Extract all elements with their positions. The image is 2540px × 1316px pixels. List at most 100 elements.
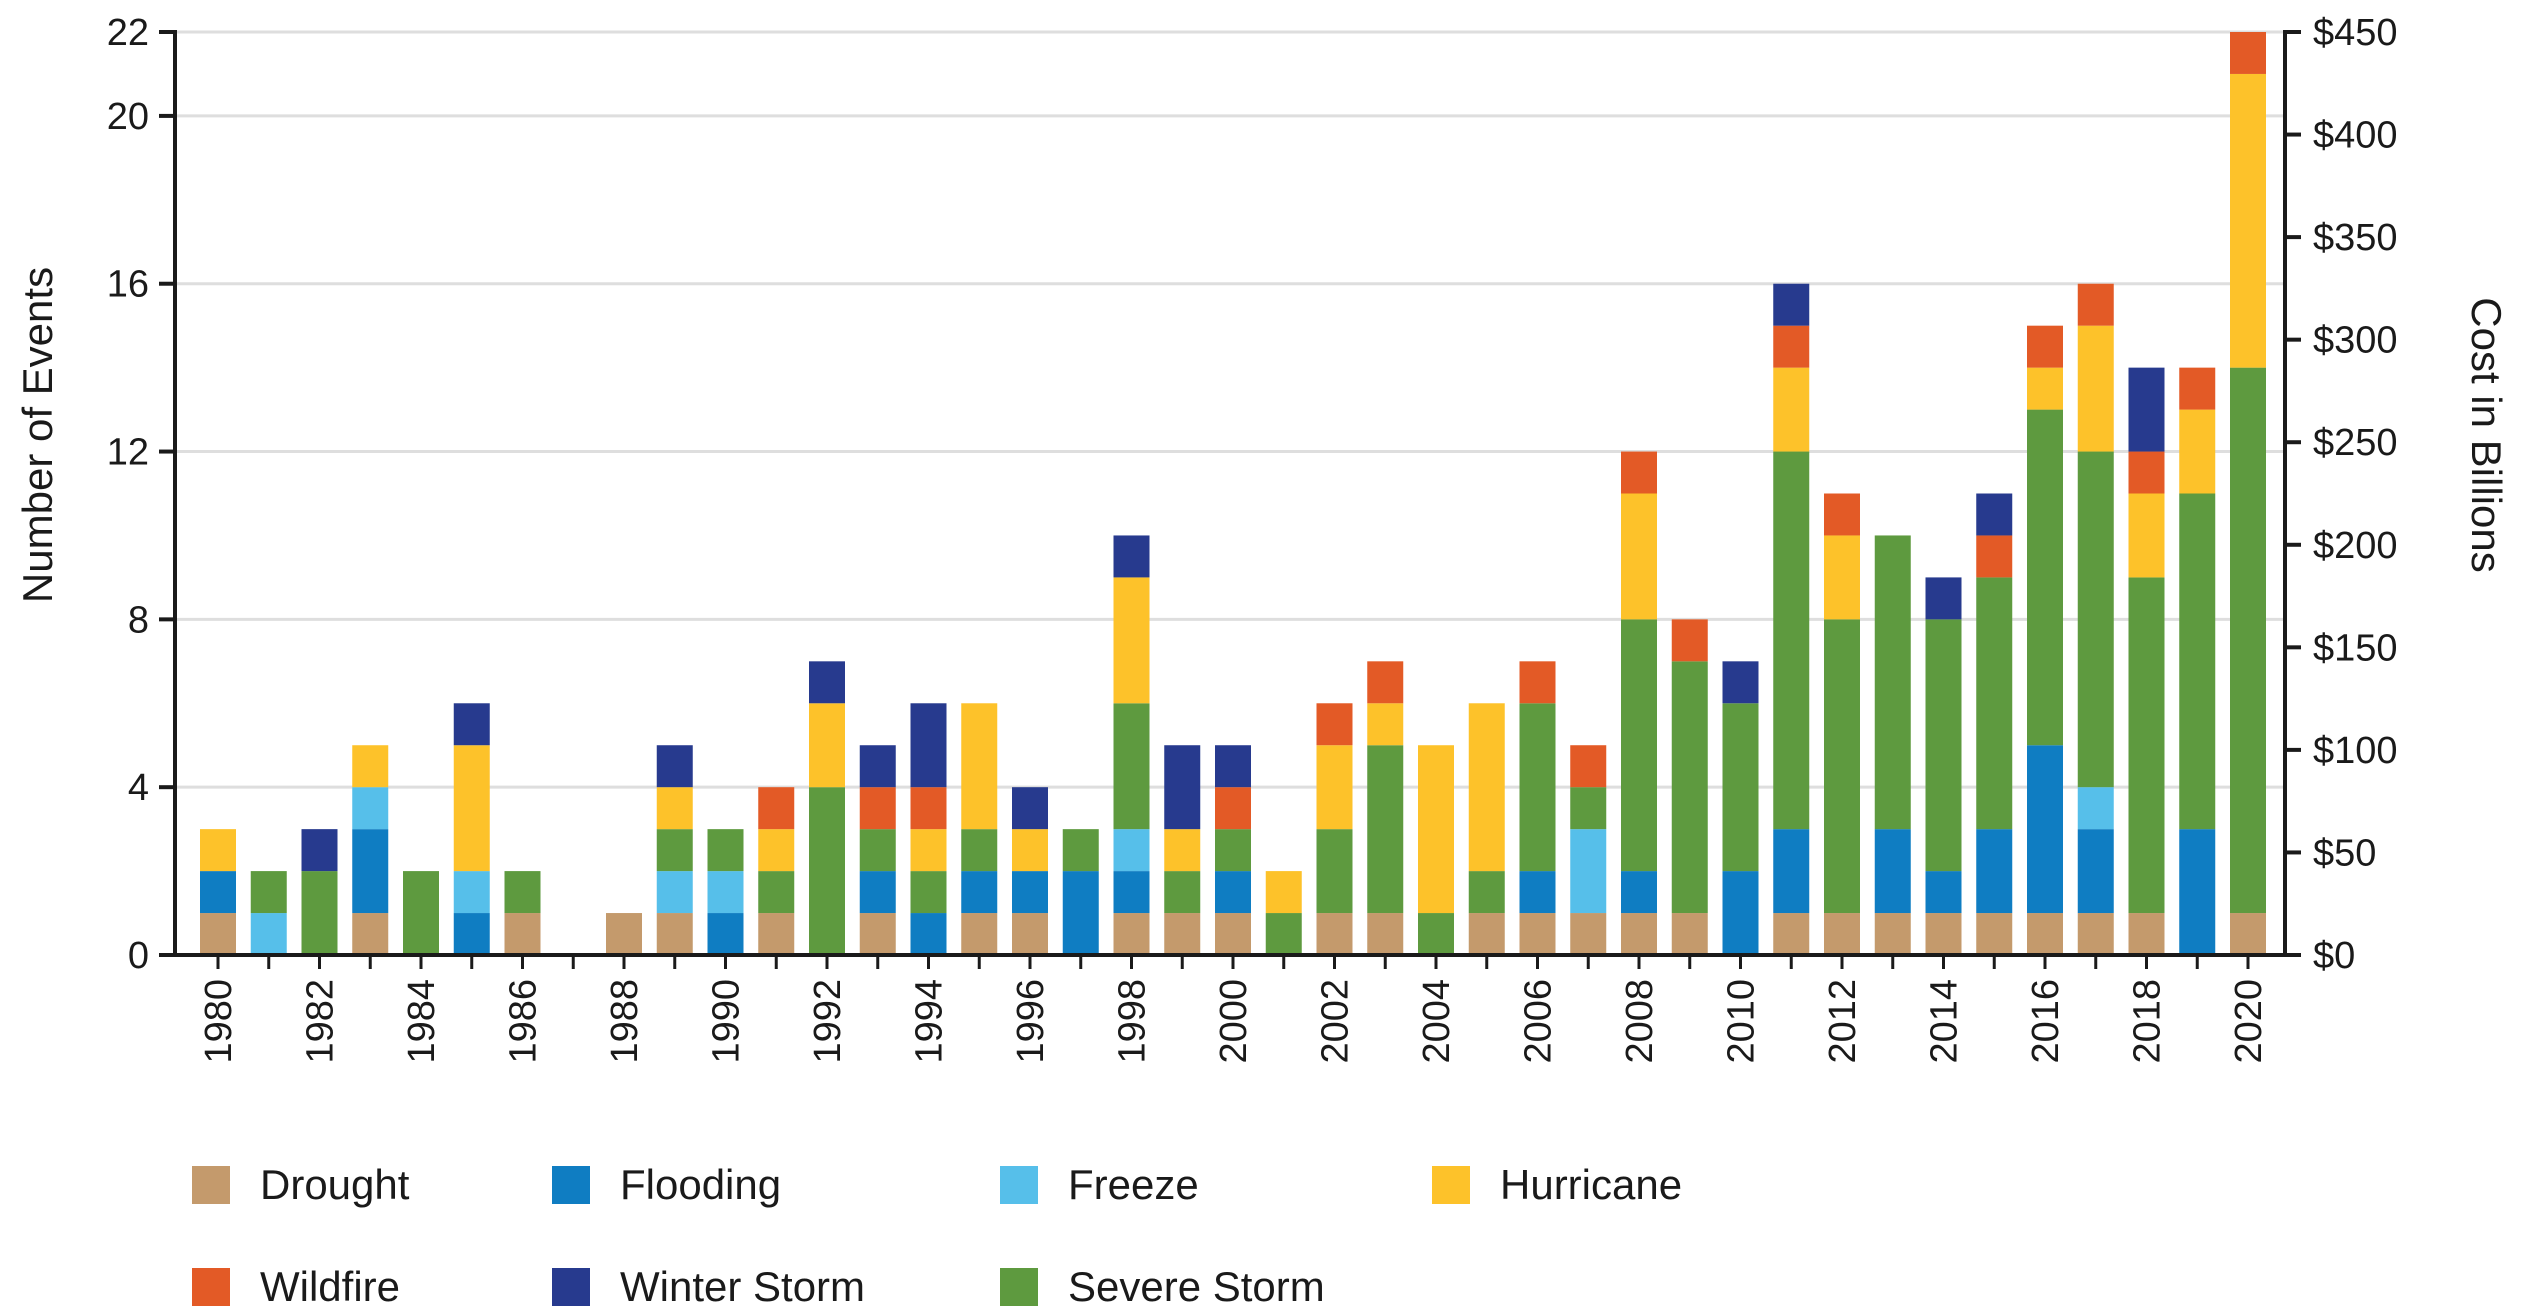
x-tick-label: 2016 [2025, 979, 2067, 1064]
x-tick-label: 2010 [1721, 979, 1763, 1064]
bar-segment-wildfire [1215, 787, 1251, 830]
bar-segment-wildfire [758, 787, 795, 830]
bar-segment-severe-storm [859, 829, 896, 872]
bar-segment-severe-storm [504, 871, 541, 914]
y-tick-label: 4 [128, 767, 149, 809]
x-tick-label: 2008 [1619, 979, 1661, 1064]
x-tick-label: 2000 [1213, 979, 1255, 1064]
bar-segment-wildfire [2027, 325, 2063, 368]
bar-segment-winter-storm [859, 745, 896, 788]
bar-segment-hurricane [1012, 829, 1048, 872]
bar-segment-severe-storm [1418, 913, 1454, 955]
bar-segment-hurricane [352, 745, 389, 788]
legend-swatch-drought [192, 1166, 230, 1204]
bar-segment-drought [1874, 913, 1911, 955]
bars [200, 32, 2266, 955]
y2-tick-label: $50 [2313, 832, 2376, 874]
bar-segment-severe-storm [656, 829, 693, 872]
bar-segment-flooding [859, 871, 896, 914]
bar-segment-freeze [352, 787, 389, 830]
bar-segment-freeze [2077, 787, 2114, 830]
bar-segment-flooding [1215, 871, 1251, 914]
bar-segment-wildfire [1621, 451, 1657, 494]
bar-segment-drought [2077, 913, 2114, 955]
bar-segment-hurricane [1316, 745, 1353, 830]
bar-segment-wildfire [2077, 283, 2114, 326]
x-tick-label: 2004 [1416, 979, 1458, 1064]
bar-segment-freeze [250, 913, 287, 955]
y2-tick-label: $300 [2313, 320, 2398, 362]
bar-segment-flooding [352, 829, 389, 914]
bar-segment-drought [1215, 913, 1251, 955]
bar-segment-wildfire [2179, 367, 2216, 410]
x-tick-label: 2002 [1315, 979, 1357, 1064]
legend-label-winter-storm: Winter Storm [620, 1263, 865, 1310]
bar-segment-drought [1671, 913, 1708, 955]
x-tick-label: 1986 [503, 979, 545, 1064]
x-tick-label: 2020 [2228, 979, 2270, 1064]
bar-segment-wildfire [859, 787, 896, 830]
y2-tick-label: $150 [2313, 627, 2398, 669]
bar-segment-severe-storm [1265, 913, 1302, 955]
y-tick-label: 8 [128, 599, 149, 641]
bar-segment-severe-storm [2128, 577, 2165, 914]
bar-segment-severe-storm [1062, 829, 1099, 872]
bar-segment-flooding [1773, 829, 1810, 914]
x-tick-label: 1984 [401, 979, 443, 1064]
bar-segment-hurricane [1113, 577, 1150, 704]
bar-segment-flooding [2077, 829, 2114, 914]
bar-segment-drought [1519, 913, 1556, 955]
bar-segment-flooding [1113, 871, 1150, 914]
bar-segment-freeze [1113, 829, 1150, 872]
x-tick-label: 1994 [909, 979, 951, 1064]
bar-segment-winter-storm [1976, 493, 2013, 536]
bar-segment-severe-storm [1468, 871, 1505, 914]
bar-segment-flooding [1012, 871, 1048, 914]
bar-segment-wildfire [1570, 745, 1607, 788]
bar-segment-winter-storm [1164, 745, 1201, 830]
bar-segment-winter-storm [1113, 535, 1150, 578]
bar-segment-severe-storm [1570, 787, 1607, 830]
bar-segment-severe-storm [1976, 577, 2013, 830]
x-tick-label: 2014 [1924, 979, 1966, 1064]
bar-segment-winter-storm [2128, 367, 2165, 452]
y-tick-label: 0 [128, 935, 149, 977]
x-tick-label: 1990 [706, 979, 748, 1064]
bar-segment-drought [656, 913, 693, 955]
bar-segment-drought [1976, 913, 2013, 955]
bar-segment-hurricane [200, 829, 236, 872]
bar-segment-severe-storm [1925, 619, 1962, 872]
bar-segment-drought [2128, 913, 2165, 955]
bar-segment-flooding [1874, 829, 1911, 914]
x-tick-label: 1980 [198, 979, 240, 1064]
bar-segment-severe-storm [707, 829, 744, 872]
bar-segment-hurricane [1468, 703, 1505, 872]
bar-segment-flooding [200, 871, 236, 914]
bar-segment-flooding [2179, 829, 2216, 955]
bar-segment-severe-storm [1316, 829, 1353, 914]
bar-segment-freeze [707, 871, 744, 914]
x-tick-label: 1982 [300, 979, 342, 1064]
x-tick-label: 1988 [604, 979, 646, 1064]
bar-segment-winter-storm [910, 703, 947, 788]
bar-segment-severe-storm [403, 871, 439, 955]
bar-segment-drought [1824, 913, 1860, 955]
bar-segment-hurricane [910, 829, 947, 872]
bar-segment-hurricane [453, 745, 490, 872]
bar-segment-hurricane [1773, 367, 1810, 452]
bar-segment-wildfire [1316, 703, 1353, 746]
bar-segment-flooding [1062, 871, 1099, 955]
bar-segment-severe-storm [1519, 703, 1556, 872]
bar-segment-severe-storm [961, 829, 998, 872]
legend-label-severe-storm: Severe Storm [1068, 1263, 1325, 1310]
x-tick-label: 1996 [1010, 979, 1052, 1064]
legend-label-freeze: Freeze [1068, 1161, 1199, 1208]
bar-segment-flooding [910, 913, 947, 955]
y2-axis-title: Cost in Billions [2463, 297, 2510, 572]
legend-label-flooding: Flooding [620, 1161, 781, 1208]
bar-segment-wildfire [1367, 661, 1404, 704]
bar-segment-drought [1570, 913, 1607, 955]
y2-tick-label: $100 [2313, 730, 2398, 772]
bar-segment-hurricane [1824, 535, 1860, 620]
